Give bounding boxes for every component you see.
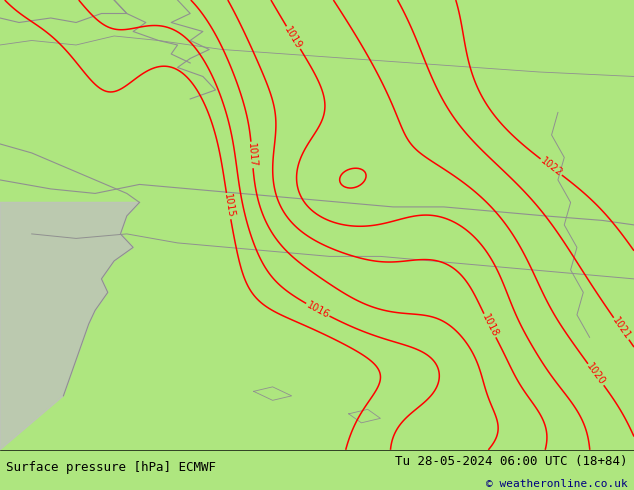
Text: 1018: 1018 xyxy=(480,312,500,339)
Text: Tu 28-05-2024 06:00 UTC (18+84): Tu 28-05-2024 06:00 UTC (18+84) xyxy=(395,455,628,468)
Text: 1016: 1016 xyxy=(304,300,331,320)
Text: 1017: 1017 xyxy=(246,142,258,168)
Text: Surface pressure [hPa] ECMWF: Surface pressure [hPa] ECMWF xyxy=(6,462,216,474)
Polygon shape xyxy=(0,202,139,450)
Text: © weatheronline.co.uk: © weatheronline.co.uk xyxy=(486,479,628,489)
Text: 1019: 1019 xyxy=(283,24,304,50)
Text: 1015: 1015 xyxy=(222,193,235,219)
Text: 1020: 1020 xyxy=(585,362,607,388)
Text: 1022: 1022 xyxy=(538,155,564,178)
Text: 1021: 1021 xyxy=(610,316,632,342)
